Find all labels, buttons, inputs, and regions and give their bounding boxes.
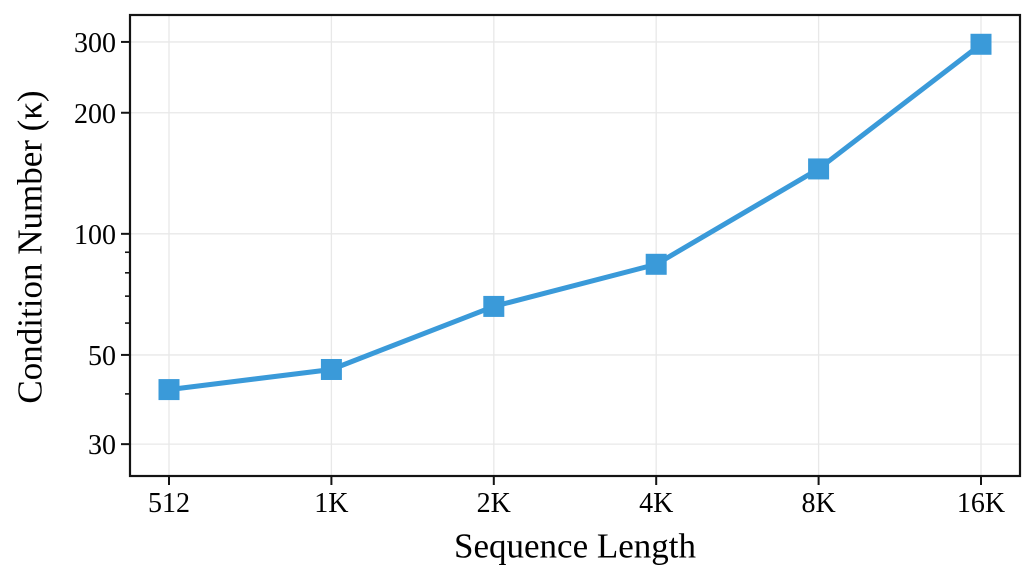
data-point-16K <box>970 33 992 55</box>
x-tick-label: 1K <box>314 488 348 519</box>
data-point-512 <box>158 379 180 401</box>
plot-border <box>128 13 1022 478</box>
x-tick-label: 8K <box>801 488 835 519</box>
y-tick-label: 200 <box>74 99 116 130</box>
y-axis-title: Condition Number (κ) <box>10 90 50 404</box>
data-point-8K <box>808 158 830 180</box>
data-point-2K <box>483 295 505 317</box>
y-tick-label: 100 <box>74 220 116 251</box>
x-axis-title: Sequence Length <box>454 526 696 566</box>
x-tick-label: 16K <box>957 488 1005 519</box>
x-tick-label: 4K <box>639 488 673 519</box>
x-tick-label: 2K <box>477 488 511 519</box>
y-tick-label: 30 <box>88 430 116 461</box>
x-tick-label: 512 <box>148 488 190 519</box>
data-point-4K <box>645 253 667 275</box>
data-point-1K <box>320 358 342 380</box>
y-tick-label: 300 <box>74 28 116 59</box>
y-tick-label: 50 <box>88 341 116 372</box>
data-line <box>166 41 984 393</box>
